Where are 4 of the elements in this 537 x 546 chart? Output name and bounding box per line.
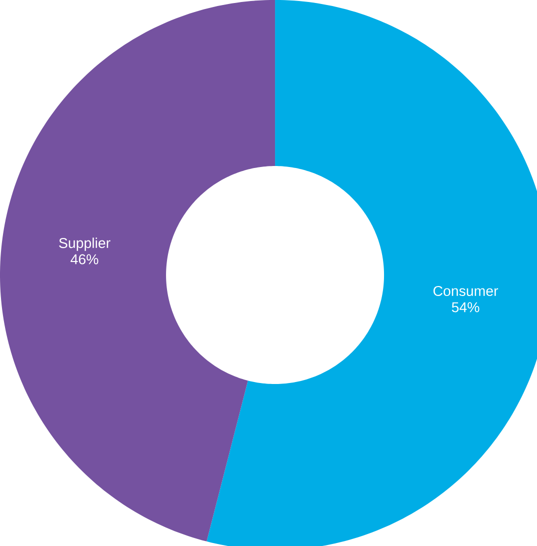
slice-label: Supplier	[59, 238, 110, 251]
data-label: 46%	[70, 254, 98, 264]
data-label: 54%	[452, 302, 480, 312]
slice-label: Consumer	[434, 286, 498, 296]
